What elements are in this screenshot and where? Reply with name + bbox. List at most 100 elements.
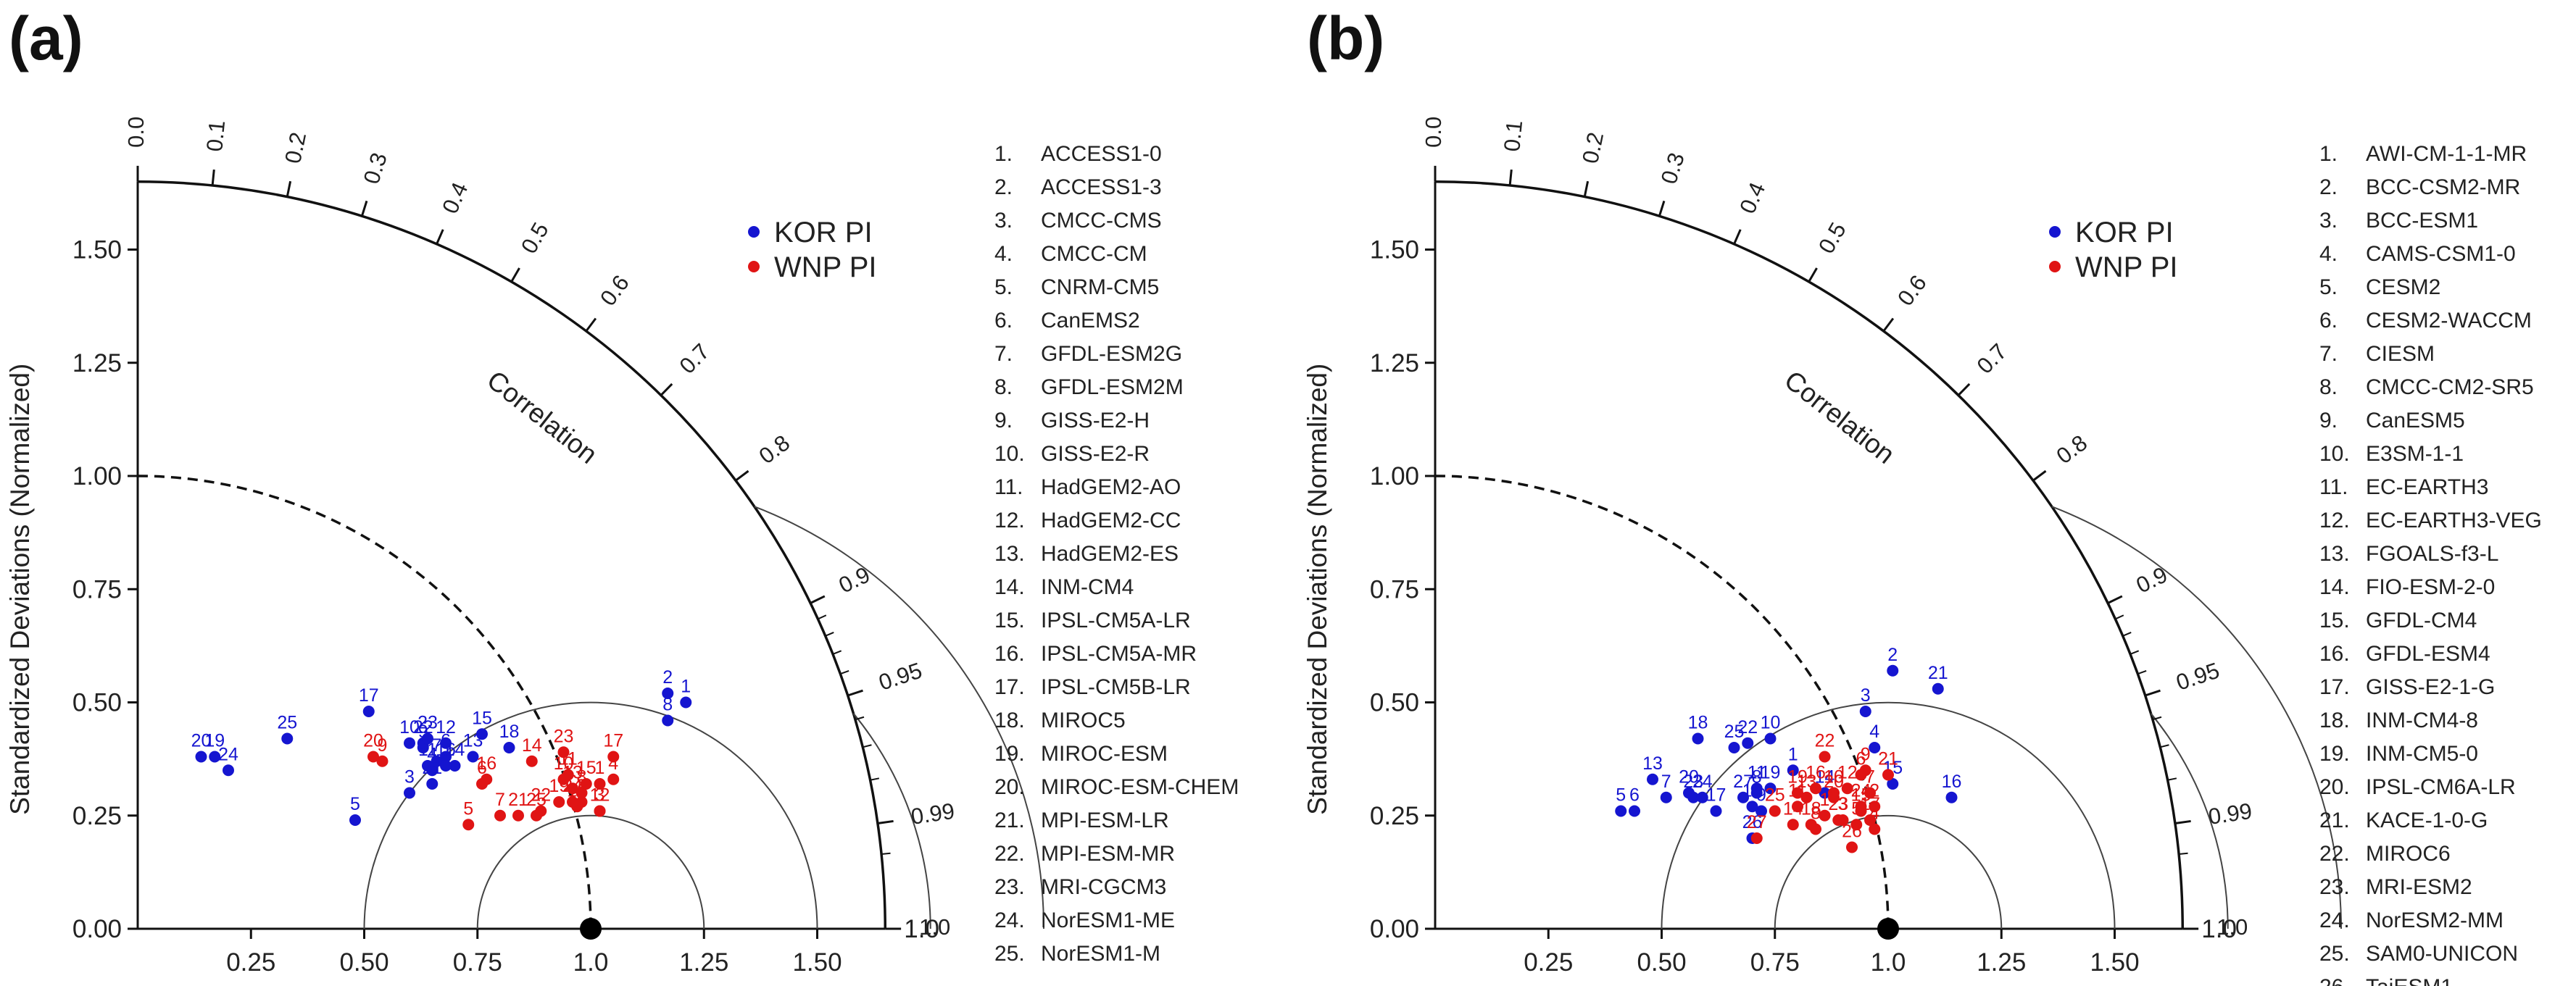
- rms-arc: [2051, 506, 2342, 929]
- y-axis-title: Standardized Deviations (Normalized): [1302, 364, 1332, 815]
- model-list-number: 22.: [994, 842, 1025, 866]
- correlation-tick: [847, 689, 863, 697]
- correlation-title: Correlation: [481, 365, 602, 469]
- data-point: [567, 796, 578, 808]
- model-list-number: 7.: [2319, 342, 2338, 366]
- data-point: [1810, 782, 1821, 795]
- legend-label: KOR PI: [774, 217, 873, 248]
- correlation-tick-label: 0.7: [1972, 338, 2012, 378]
- data-point-label: 23: [1683, 772, 1703, 792]
- model-list-number: 6.: [2319, 309, 2338, 333]
- model-list-number: 25.: [994, 942, 1025, 966]
- model-list-name: KACE-1-0-G: [2366, 809, 2488, 832]
- data-point: [1859, 764, 1871, 777]
- model-list-number: 7.: [994, 342, 1013, 366]
- model-list-name: MPI-ESM-MR: [1041, 842, 1175, 866]
- data-point-label: 21: [1878, 749, 1898, 769]
- model-list-name: ACCESS1-0: [1041, 142, 1162, 166]
- correlation-tick: [877, 819, 894, 825]
- y-tick-label: 1.50: [1370, 236, 1419, 264]
- model-list-number: 19.: [994, 742, 1025, 766]
- data-point-label: 25: [277, 713, 297, 733]
- model-list-name: INM-CM4: [1041, 575, 1134, 599]
- data-point: [1864, 787, 1876, 799]
- data-point: [376, 755, 389, 767]
- correlation-tick: [735, 469, 749, 482]
- data-point: [1792, 787, 1803, 799]
- model-list-number: 23.: [2319, 875, 2350, 899]
- model-list-number: 5.: [994, 275, 1013, 299]
- model-list-name: GFDL-ESM2M: [1041, 375, 1184, 399]
- data-point-label: 19: [204, 731, 225, 751]
- data-point-label: 5: [463, 798, 473, 819]
- data-point-label: 4: [1869, 722, 1879, 742]
- x-tick-label: 1.50: [792, 948, 842, 977]
- correlation-tick-label: 0.0: [1421, 117, 1446, 148]
- data-point: [1692, 732, 1704, 745]
- taylor-panel-b: (b) 0.0 0.1 0.2 0.3 0.4 0.5 0.6 0.7 0.8 0.9 0.95 0.9…: [1302, 4, 2542, 986]
- model-list-number: 9.: [2319, 409, 2338, 433]
- correlation-tick-label: 0.1: [201, 119, 230, 152]
- model-list-number: 5.: [2319, 275, 2338, 299]
- data-point-label: 15: [472, 708, 492, 728]
- model-list-name: MIROC-ESM-CHEM: [1041, 775, 1239, 799]
- model-list-number: 19.: [2319, 742, 2350, 766]
- model-list-name: FGOALS-f3-L: [2366, 542, 2498, 566]
- correlation-tick: [1957, 383, 1971, 396]
- model-list-name: IPSL-CM5A-LR: [1041, 609, 1191, 632]
- model-list-name: EC-EARTH3: [2366, 475, 2488, 499]
- data-point: [404, 787, 415, 799]
- data-point-label: 5: [350, 794, 360, 814]
- data-point: [1828, 791, 1840, 803]
- data-point: [1805, 819, 1817, 831]
- model-list-name: CIESM: [2366, 342, 2435, 366]
- y-tick-label: 1.25: [72, 349, 122, 377]
- data-point: [1687, 791, 1700, 803]
- model-list-name: CESM2-WACCM: [2366, 309, 2532, 333]
- correlation-tick-label: 0.7: [675, 338, 715, 378]
- x-tick-label: 1.0: [1871, 948, 1906, 977]
- data-point: [1629, 805, 1640, 817]
- model-list-name: INM-CM4-8: [2366, 709, 2478, 732]
- model-list-name: MPI-ESM-LR: [1041, 809, 1169, 832]
- correlation-minor-tick: [2115, 614, 2124, 620]
- series-kor-pi: 1234567891011121314151617181920212223242…: [191, 667, 692, 826]
- model-list-number: 23.: [994, 875, 1025, 899]
- data-point: [1819, 787, 1831, 799]
- correlation-minor-tick: [818, 614, 827, 620]
- reference-std-arc: [137, 475, 592, 929]
- data-point-label: 9: [1861, 744, 1871, 764]
- model-list-name: AWI-CM-1-1-MR: [2366, 142, 2527, 166]
- series-wnp-pi: 1234567891011121314151617181920212223242…: [363, 726, 623, 831]
- model-list-number: 13.: [2319, 542, 2350, 566]
- correlation-tick-label: 1.0: [2216, 914, 2248, 940]
- panel-label: (b): [1307, 4, 1384, 72]
- correlation-tick-label: 0.0: [123, 117, 149, 148]
- correlation-tick-label: 0.8: [755, 430, 794, 469]
- model-list-number: 4.: [994, 242, 1013, 266]
- data-point: [462, 819, 475, 831]
- data-point-label: 13: [562, 762, 583, 782]
- data-point: [1710, 805, 1722, 817]
- data-point-label: 18: [499, 722, 520, 742]
- data-point: [481, 773, 493, 785]
- data-point: [1855, 801, 1867, 813]
- correlation-tick-label: 0.99: [910, 798, 957, 830]
- data-point-label: 10: [1824, 767, 1844, 787]
- correlation-minor-tick: [832, 650, 842, 655]
- model-list-name: HadGEM2-AO: [1041, 475, 1181, 499]
- data-point: [1764, 782, 1777, 795]
- data-point-label: 13: [1642, 753, 1663, 774]
- correlation-tick-label: 0.95: [2173, 658, 2222, 695]
- model-list-name: E3SM-1-1: [2366, 442, 2464, 466]
- legend-marker: [748, 261, 760, 272]
- y-axis-title: Standardized Deviations (Normalized): [5, 364, 35, 815]
- data-point: [1746, 801, 1758, 813]
- correlation-tick-label: 0.8: [2052, 430, 2092, 469]
- data-point: [422, 732, 433, 745]
- correlation-minor-tick: [2167, 777, 2177, 781]
- model-list-name: MIROC5: [1041, 709, 1126, 732]
- x-tick-label: 1.50: [2090, 948, 2139, 977]
- model-list: 1. AWI-CM-1-1-MR 2. BCC-CSM2-MR 3. BCC-ESM1 4.…: [2319, 142, 2542, 986]
- data-point-label: 7: [432, 735, 442, 756]
